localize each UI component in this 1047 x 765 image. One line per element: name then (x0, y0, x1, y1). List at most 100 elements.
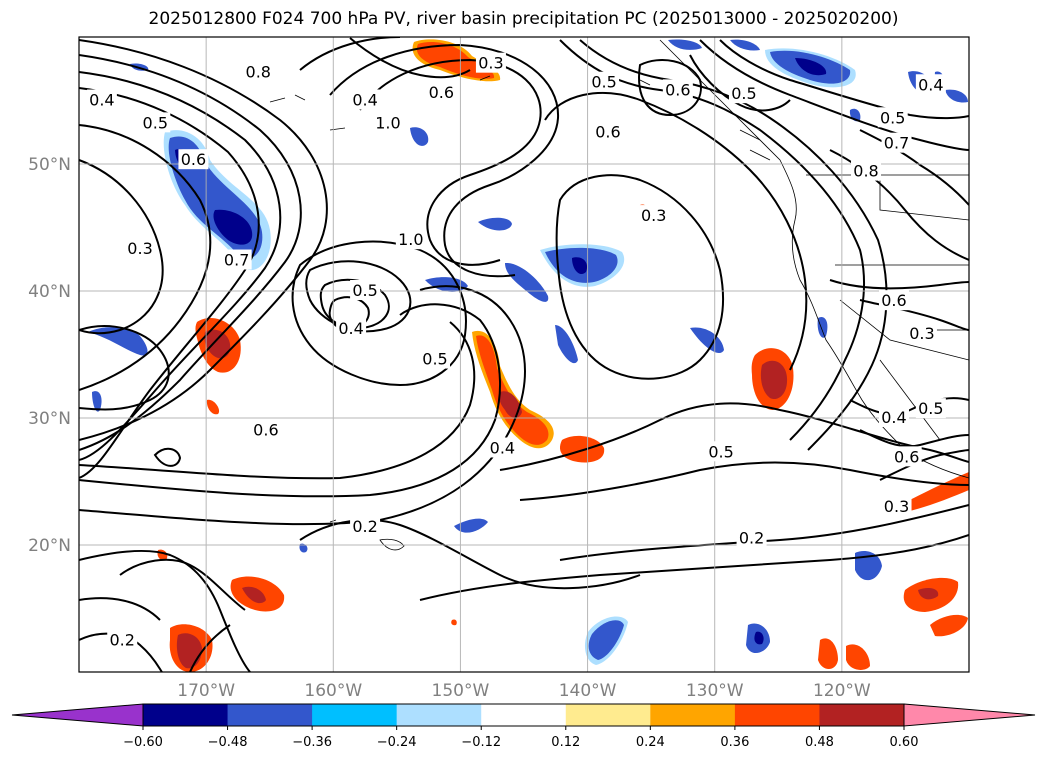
colorbar-segment (819, 704, 905, 726)
contour-label-group-item: 0.4 (86, 89, 117, 110)
contour-label: 0.4 (89, 91, 114, 110)
contour-label-background (915, 398, 946, 419)
contour-label-group-item: 0.5 (140, 112, 171, 133)
contour-label: 0.4 (338, 319, 363, 338)
contour-label-group-item: 0.5 (915, 398, 946, 419)
contour-label-background (350, 280, 381, 300)
contour-label-background (851, 160, 882, 181)
contour-label: 0.4 (881, 408, 906, 427)
colorbar-tick-label: 0.24 (636, 735, 665, 750)
pv-contour (544, 92, 808, 371)
contour-label: 0.8 (853, 162, 878, 181)
precip-negative-patch (754, 631, 764, 645)
contour-label-background (125, 238, 156, 259)
contour-label: 0.5 (731, 84, 756, 103)
colorbar-tick-label: 0.48 (805, 735, 834, 750)
colorbar-tick-label: −0.60 (123, 735, 163, 750)
colorbar-extend-low (11, 703, 144, 727)
contour-label: 0.2 (352, 517, 377, 536)
contour-label-group-item: 0.6 (250, 419, 281, 440)
pv-contour (79, 124, 212, 391)
pv-contour (79, 159, 164, 335)
pv-contour (79, 632, 163, 672)
contour-label-background (662, 79, 693, 100)
contour-label-group-item: 1.0 (372, 112, 403, 133)
precip-positive-patch (499, 391, 522, 418)
colorbar-segment (650, 704, 736, 726)
precip-negative-patch (425, 277, 468, 292)
contour-label-background (107, 629, 138, 650)
contour-label: 0.3 (127, 239, 152, 258)
contour-label-group-item: 0.5 (589, 71, 620, 92)
precip-negative-patch (668, 39, 702, 50)
precip-negative-patch (555, 325, 578, 364)
contour-label: 0.5 (708, 442, 733, 461)
precip-positive-patch (559, 435, 605, 463)
contour-label: 0.4 (352, 91, 377, 110)
contour-label: 0.7 (884, 134, 909, 153)
contour-label: 0.5 (918, 399, 943, 418)
contour-label: 0.6 (181, 150, 206, 169)
colorbar-segment (227, 704, 313, 726)
contour-label: 0.2 (110, 630, 135, 649)
pv-contour (559, 504, 969, 561)
contour-label-group-item: 0.4 (878, 407, 909, 427)
precip-positive-patch (818, 638, 838, 669)
contour-label-group-item: 0.4 (487, 437, 518, 458)
contour-label-background (915, 74, 946, 95)
pv-contour (859, 299, 969, 331)
precip-positive-patch (846, 644, 870, 670)
colorbar-tick-label: 0.12 (551, 735, 580, 750)
lat-tick-label: 40°N (28, 282, 71, 302)
colorbar-segment (734, 704, 820, 726)
contour-label-background (350, 89, 381, 110)
pv-contour (79, 87, 260, 479)
pv-contour (79, 54, 302, 451)
lat-lon-gridlines (79, 37, 969, 672)
precip-positive-patch (760, 360, 788, 400)
contour-label: 0.8 (246, 63, 271, 82)
precip-negative-patch (817, 316, 828, 338)
precip-negative-patch (88, 327, 148, 356)
contour-label: 0.3 (909, 324, 934, 343)
contour-label-group-item: 0.8 (243, 61, 274, 82)
contour-label-group-item: 0.5 (728, 83, 759, 104)
pv-contour (849, 397, 969, 416)
colorbar-extend-high (903, 703, 1036, 727)
pv-contour (349, 37, 471, 79)
contour-label-background (140, 112, 171, 133)
contour-label: 0.6 (881, 291, 906, 310)
colorbar (11, 703, 1036, 727)
contour-label-background (736, 527, 767, 548)
pv-contour (189, 624, 231, 672)
contour-label: 0.5 (880, 108, 905, 127)
pv-contour (79, 597, 161, 621)
lon-tick-label: 120°W (813, 681, 871, 701)
lat-tick-label: 20°N (28, 536, 71, 556)
contour-label-group-item: 0.6 (592, 121, 623, 142)
contour-label-background (350, 516, 381, 537)
colorbar-segment (312, 704, 398, 726)
contour-label: 0.3 (478, 54, 503, 73)
precip-negative-patch (478, 217, 512, 231)
colorbar-segment (481, 704, 567, 726)
state-borders (806, 174, 969, 441)
contour-label-group-item: 0.6 (662, 79, 693, 100)
contour-label-background (706, 441, 737, 462)
pv-contour (555, 174, 725, 380)
contour-label-group-item: 0.3 (881, 495, 912, 516)
contour-label-group-item: 0.3 (638, 205, 669, 226)
contour-label-background (221, 249, 252, 270)
pv-contour (699, 39, 969, 151)
precip-negative-patch (690, 327, 724, 354)
precip-positive-patch (242, 586, 266, 604)
contour-label-group-item: 0.4 (336, 318, 367, 339)
contour-label-group-item: 0.5 (877, 107, 908, 128)
precip-positive-patch (918, 588, 939, 600)
precip-positive-patch (206, 399, 220, 415)
contour-label: 0.2 (739, 529, 764, 548)
contour-label: 0.6 (429, 83, 454, 102)
precip-negative-patch (410, 127, 429, 146)
pv-contour (79, 303, 501, 498)
contour-label: 0.6 (595, 122, 620, 141)
